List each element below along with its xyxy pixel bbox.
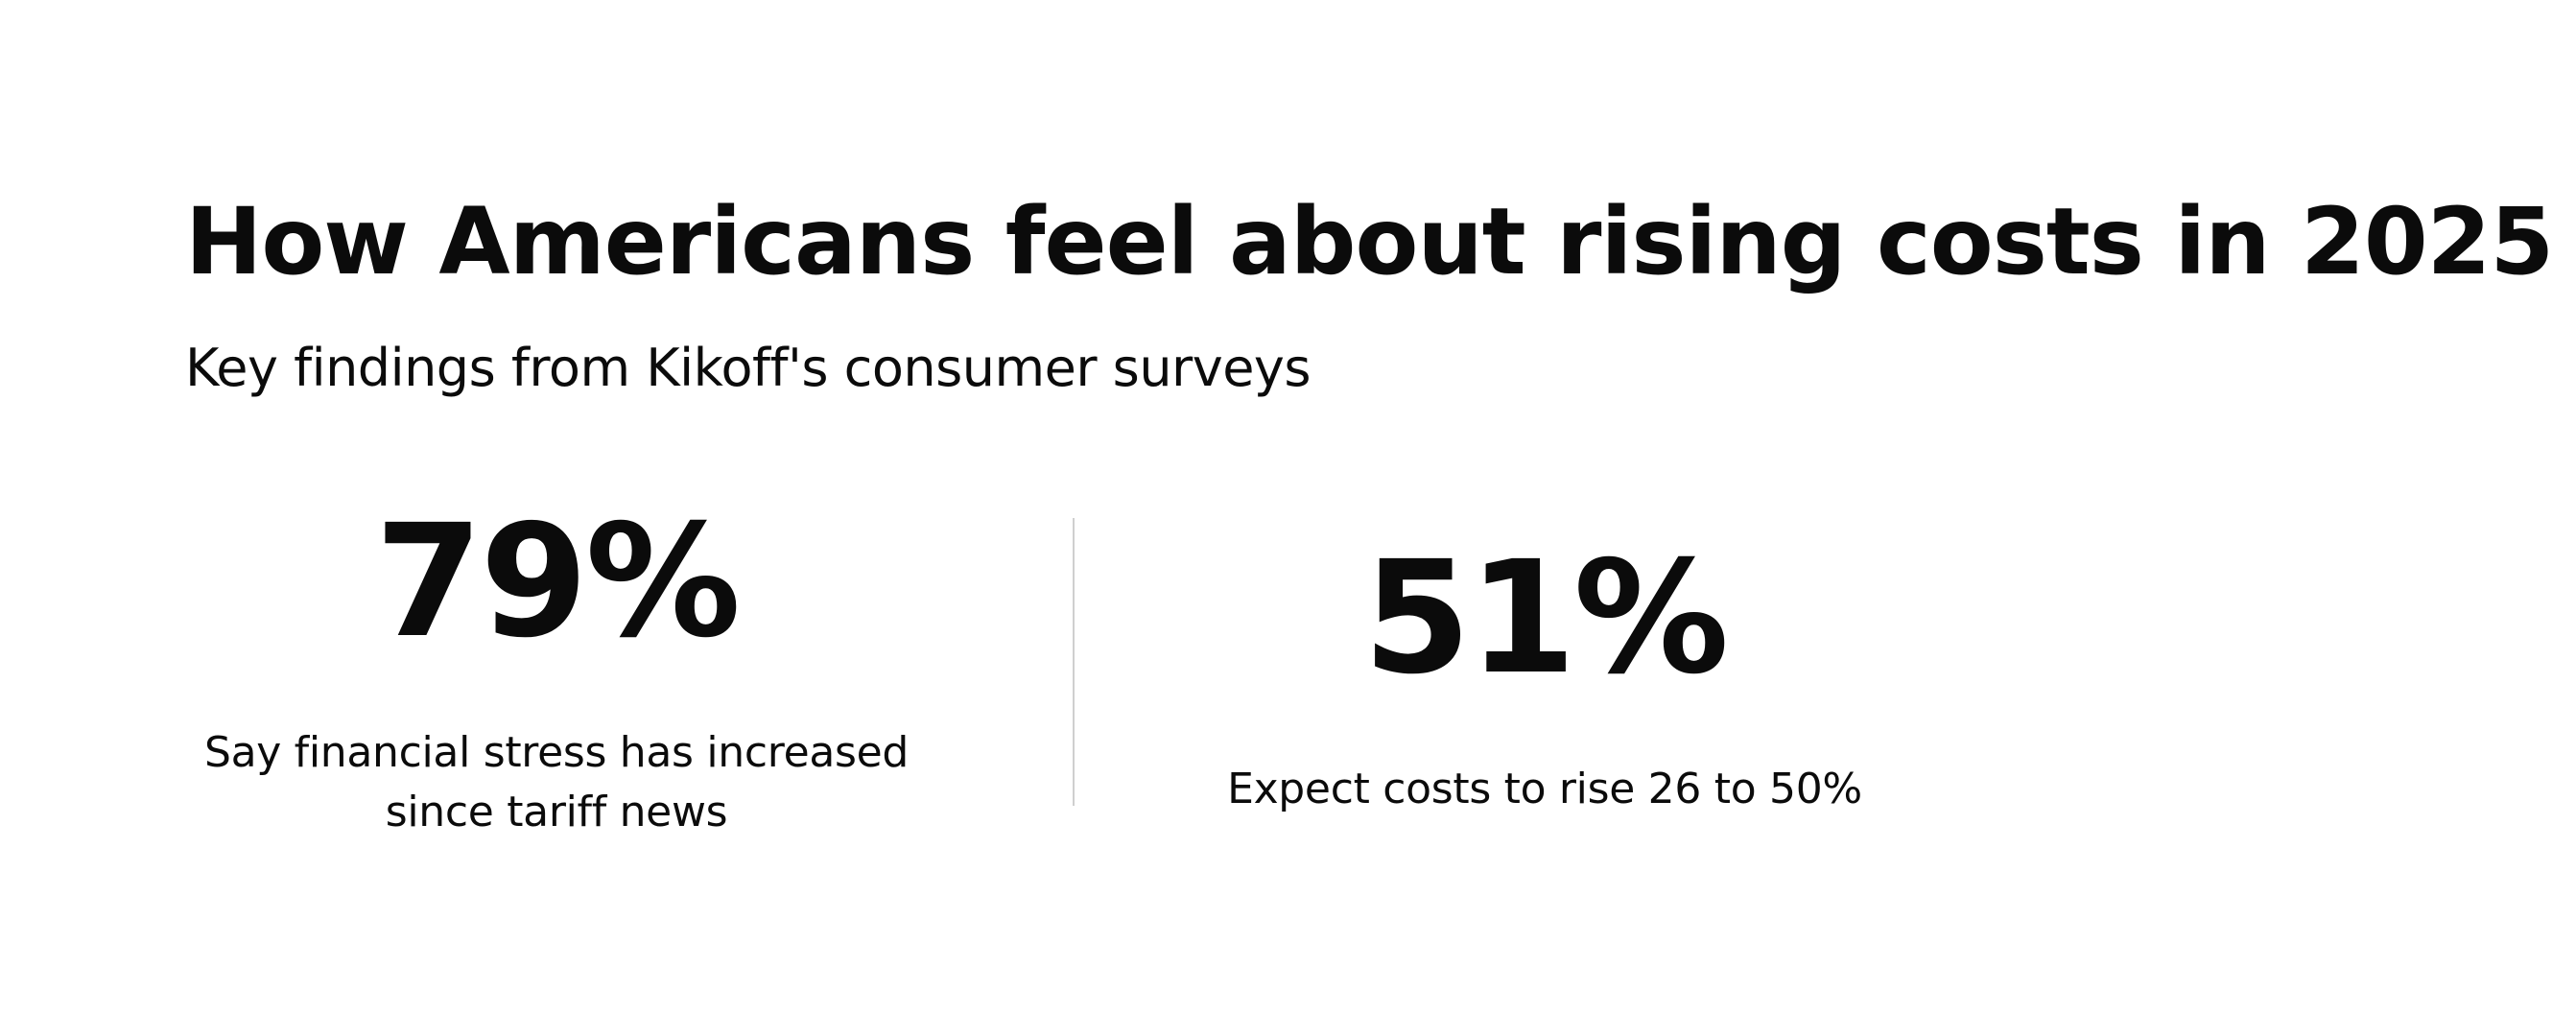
stat-caption: Say financial stress has increased since…	[154, 723, 959, 842]
stat-block-cost-expectation: 51% Expect costs to rise 26 to 50%	[1142, 537, 1948, 819]
stat-block-financial-stress: 79% Say financial stress has increased s…	[154, 501, 959, 842]
stat-value: 79%	[374, 492, 742, 672]
stat-caption-line: Say financial stress has increased	[203, 728, 910, 777]
stat-caption: Expect costs to rise 26 to 50%	[1142, 760, 1948, 819]
stat-caption-line: Expect costs to rise 26 to 50%	[1227, 765, 1862, 813]
vertical-divider	[1073, 518, 1075, 806]
stat-caption-line: since tariff news	[385, 788, 728, 836]
page-title: How Americans feel about rising costs in…	[185, 188, 2554, 295]
stat-value: 51%	[1362, 529, 1730, 709]
page-subtitle: Key findings from Kikoff's consumer surv…	[185, 338, 1312, 398]
